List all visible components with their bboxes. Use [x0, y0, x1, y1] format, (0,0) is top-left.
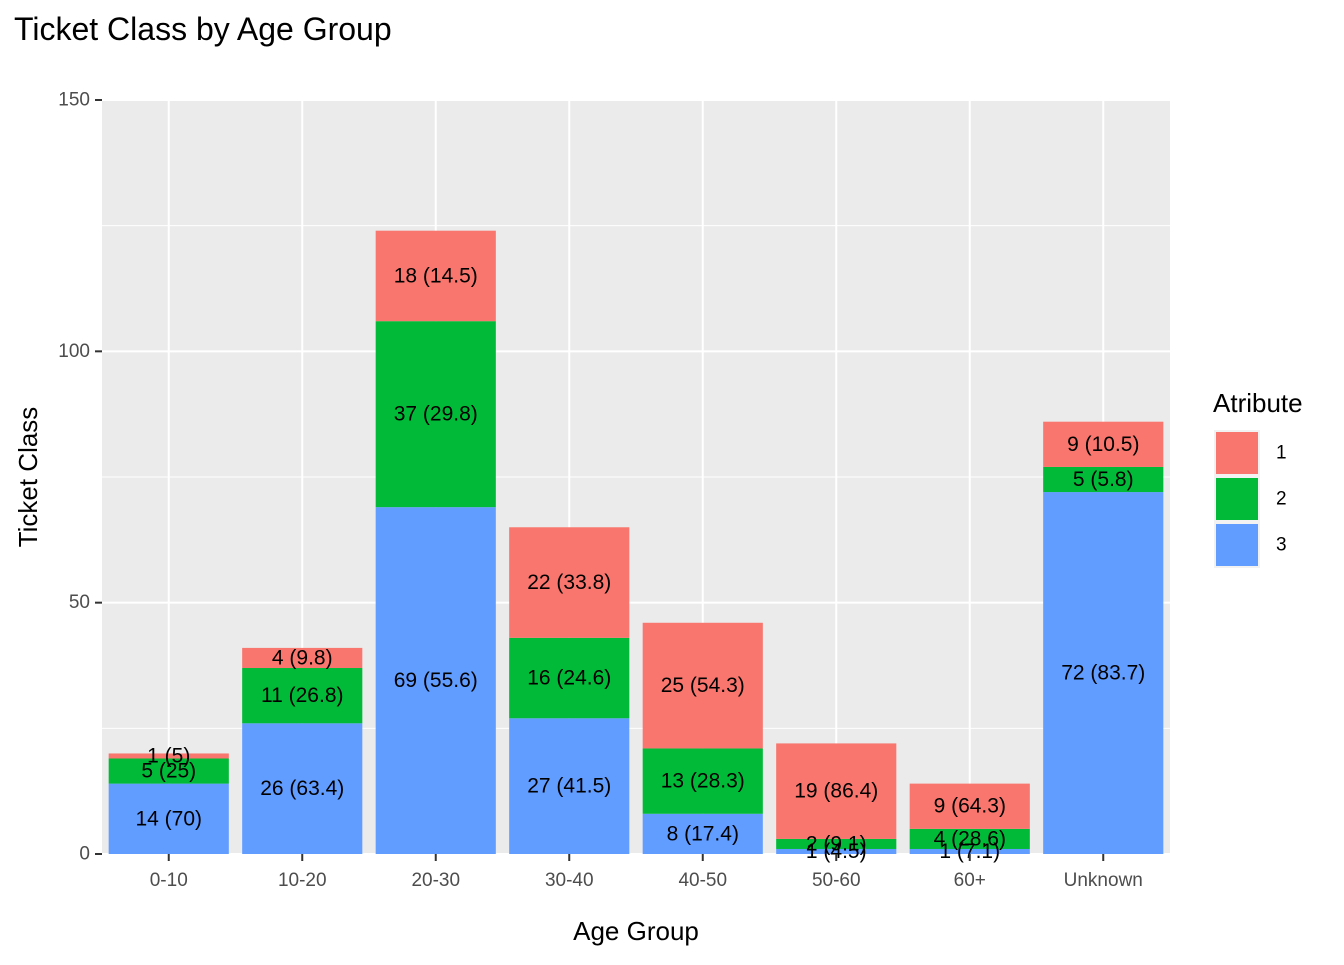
- data-label: 9 (10.5): [1067, 433, 1139, 456]
- bar-segment: [909, 783, 1030, 829]
- data-label: 22 (33.8): [527, 571, 611, 594]
- data-label: 18 (14.5): [394, 264, 478, 287]
- x-tick-label: 40-50: [678, 870, 727, 891]
- chart-title: Ticket Class by Age Group: [14, 11, 392, 47]
- data-label: 26 (63.4): [260, 777, 344, 800]
- bar-segment: [509, 527, 630, 638]
- data-label: 27 (41.5): [527, 775, 611, 798]
- bar-segment: [108, 753, 229, 759]
- legend-title: Atribute: [1213, 388, 1303, 418]
- y-tick-label: 0: [79, 844, 90, 865]
- data-label: 16 (24.6): [527, 667, 611, 690]
- x-tick-label: Unknown: [1064, 870, 1143, 891]
- bar-segment: [375, 321, 496, 508]
- legend-label: 3: [1276, 535, 1287, 556]
- data-label: 37 (29.8): [394, 403, 478, 426]
- bar-segment: [1043, 492, 1164, 854]
- data-label: 19 (86.4): [794, 780, 878, 803]
- x-tick-label: 50-60: [812, 870, 861, 891]
- bar-segment: [642, 622, 763, 749]
- data-label: 4 (9.8): [272, 646, 333, 669]
- bar-segment: [108, 758, 229, 784]
- y-tick-label: 150: [58, 90, 90, 111]
- y-axis: 0 50 100 150: [58, 90, 102, 865]
- y-axis-title: Ticket Class: [13, 407, 43, 548]
- bar-segment: [509, 637, 630, 719]
- x-tick-label: 60+: [954, 870, 986, 891]
- data-label: 72 (83.7): [1061, 662, 1145, 685]
- bars: [108, 230, 1164, 854]
- legend-swatch: [1216, 524, 1258, 566]
- bar-segment: [776, 838, 897, 849]
- x-tick-label: 10-20: [278, 870, 327, 891]
- bar-segment: [242, 723, 363, 854]
- data-label: 4 (28.6): [934, 827, 1006, 850]
- legend-label: 1: [1276, 443, 1287, 464]
- x-axis: 0-10 10-20 20-30 30-40 40-50 50-60 60+ Unknown: [150, 854, 1143, 891]
- x-axis-title: Age Group: [573, 916, 699, 946]
- bar-segment: [242, 668, 363, 724]
- bar-segment: [909, 828, 1030, 849]
- data-label: 1 (4.5): [806, 840, 867, 863]
- bar-segment: [375, 507, 496, 854]
- bar-segment: [1043, 421, 1164, 467]
- legend-swatch: [1216, 478, 1258, 520]
- x-tick-label: 30-40: [545, 870, 594, 891]
- legend-swatch: [1216, 432, 1258, 474]
- data-label: 1 (5): [147, 744, 190, 767]
- bar-segment: [642, 748, 763, 814]
- y-tick-label: 50: [69, 592, 90, 613]
- data-labels: 14 (70) 5 (25)1 (5) 26 (63.4) 11 (26.8) 4 (9…: [135, 264, 1145, 863]
- bar-segment: [108, 783, 229, 854]
- x-tick-label: 0-10: [150, 870, 188, 891]
- x-tick-label: 20-30: [411, 870, 460, 891]
- bar-segment: [776, 743, 897, 839]
- data-label: 9 (64.3): [934, 795, 1006, 818]
- data-label: 5 (25): [141, 760, 196, 783]
- data-label: 5 (5.8): [1073, 468, 1134, 491]
- y-tick-label: 100: [58, 341, 90, 362]
- data-label: 14 (70): [135, 807, 202, 830]
- data-label: 1 (7.1): [939, 840, 1000, 863]
- legend: Atribute 1 2 3: [1213, 388, 1303, 568]
- data-label: 69 (55.6): [394, 669, 478, 692]
- data-label: 8 (17.4): [667, 822, 739, 845]
- legend-label: 2: [1276, 489, 1287, 510]
- bar-segment: [909, 848, 1030, 854]
- data-label: 13 (28.3): [661, 770, 745, 793]
- bar-segment: [242, 647, 363, 669]
- bar-segment: [509, 718, 630, 854]
- bar-segment: [776, 848, 897, 854]
- bar-segment: [1043, 466, 1164, 493]
- bar-segment: [642, 813, 763, 854]
- data-label: 11 (26.8): [261, 684, 344, 707]
- data-label: 25 (54.3): [661, 674, 745, 697]
- data-label: 2 (9.1): [806, 832, 867, 855]
- bar-segment: [375, 230, 496, 322]
